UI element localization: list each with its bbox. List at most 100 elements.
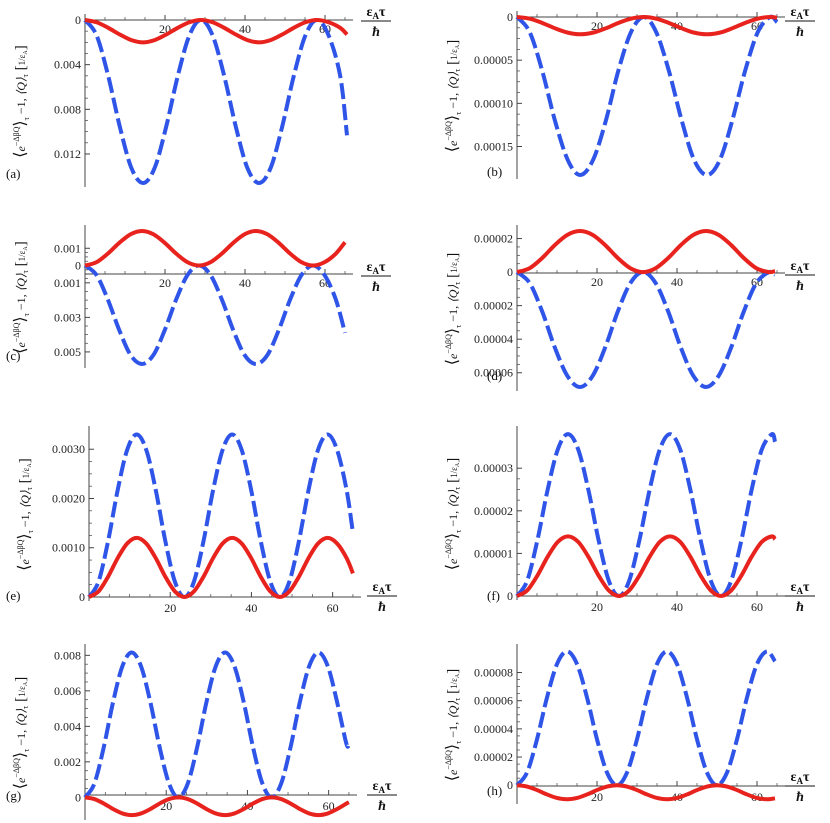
ylabel-bracket-l: [	[17, 478, 33, 487]
x-tick-label: 40	[245, 601, 257, 615]
ylabel-tau-sub: τ	[22, 312, 31, 316]
ylabel-bracket-close: ⟩	[12, 316, 29, 322]
y-tick-label: 0.00002	[474, 299, 513, 313]
ylabel-q-sub: τ	[453, 68, 462, 72]
ylabel-exponent: −ΔβQ	[12, 126, 21, 146]
xlabel-subscript: A	[373, 266, 380, 276]
y-tick-label: 0.00001	[474, 546, 513, 560]
ylabel-bracket-open: ⟨	[444, 146, 461, 152]
y-axis-title: ⟨e−ΔβQ⟩τ −1, ⟨Q⟩τ [1/εA]	[12, 677, 31, 789]
xlabel-subscript: A	[797, 586, 804, 596]
series-line-red-solid	[516, 14, 778, 37]
y-tick-label: 0.001	[54, 241, 81, 255]
xlabel-subscript: A	[797, 265, 804, 275]
xlabel-tau: τ	[803, 770, 810, 785]
ylabel-minus-one: −1,	[14, 95, 28, 117]
y-axis-title-text: ⟨e−ΔβQ⟩τ −1, ⟨Q⟩τ [1/εA]	[12, 677, 31, 789]
ylabel-e: e	[446, 353, 460, 359]
y-tick-label: 0.00002	[474, 750, 513, 764]
y-tick-label: 0.00008	[474, 666, 513, 680]
y-tick-label: 0.004	[54, 719, 81, 733]
ylabel-tau-sub: τ	[26, 529, 35, 533]
ylabel-unit: 1/ε	[17, 250, 27, 261]
ylabel-bracket-l: [	[445, 60, 461, 69]
ylabel-bracket-l: [	[13, 261, 29, 270]
ylabel-q-avg: ⟨Q⟩	[446, 285, 460, 303]
y-tick-label: 0	[75, 13, 81, 27]
ylabel-q-sub: τ	[21, 73, 30, 77]
ylabel-unit: 1/ε	[17, 54, 27, 65]
panel-label: (e)	[6, 588, 20, 603]
ylabel-e: e	[446, 769, 460, 775]
ylabel-unit-sub: A	[455, 462, 461, 467]
y-tick-label: 0.005	[54, 345, 81, 359]
xlabel-epsilon: ε	[791, 580, 797, 595]
x-axis-title-numerator: εAτ	[791, 5, 810, 21]
y-tick-label: 0	[79, 590, 85, 604]
y-axis-title: ⟨e−ΔβQ⟩τ −1, ⟨Q⟩τ [1/εA]	[12, 45, 31, 157]
ylabel-bracket-r: ]	[445, 669, 461, 674]
series-line-red-solid	[84, 795, 350, 818]
xlabel-tau: τ	[379, 5, 386, 20]
x-tick-label: 40	[239, 22, 251, 36]
ylabel-bracket-r: ]	[445, 253, 461, 258]
xlabel-tau: τ	[803, 580, 810, 595]
ylabel-bracket-open: ⟨	[12, 347, 29, 353]
series-line-red-solid	[516, 229, 776, 275]
ylabel-q-sub: τ	[21, 269, 30, 273]
x-tick-label: 20	[164, 601, 176, 615]
ylabel-bracket-open: ⟨	[444, 775, 461, 781]
xlabel-epsilon: ε	[373, 580, 379, 595]
y-axis-title-text: ⟨e−ΔβQ⟩τ −1, ⟨Q⟩τ [1/εA]	[444, 40, 463, 152]
series-line-red-solid	[87, 535, 355, 599]
panel-label: (b)	[487, 164, 502, 179]
xlabel-subscript: A	[379, 586, 386, 596]
ylabel-e: e	[14, 777, 28, 783]
x-axis-title-numerator: εAτ	[367, 260, 386, 276]
ylabel-bracket-l: [	[13, 65, 29, 74]
x-axis-title-numerator: εAτ	[373, 779, 392, 795]
y-tick-label: 0.0010	[52, 541, 85, 555]
xlabel-subscript: A	[797, 11, 804, 21]
ylabel-bracket-l: [	[13, 697, 29, 706]
ylabel-q-avg: ⟨Q⟩	[14, 709, 28, 727]
x-axis-title-numerator: εAτ	[791, 259, 810, 275]
ylabel-bracket-close: ⟩	[16, 533, 33, 539]
xlabel-tau: τ	[379, 260, 386, 275]
y-tick-label: 0.006	[54, 684, 81, 698]
panel-label: (a)	[6, 166, 20, 181]
ylabel-unit-sub: A	[455, 673, 461, 678]
ylabel-bracket-close: ⟩	[444, 328, 461, 334]
series-line-blue-dashed	[515, 269, 777, 389]
ylabel-unit-sub: A	[23, 246, 29, 251]
y-tick-label: 0	[75, 790, 81, 804]
ylabel-minus-one: −1,	[14, 291, 28, 313]
ylabel-bracket-r: ]	[17, 458, 33, 463]
y-tick-label: 0.00010	[474, 96, 513, 110]
ylabel-tau-sub: τ	[22, 748, 31, 752]
ylabel-e: e	[14, 145, 28, 151]
ylabel-exponent: −ΔβQ	[12, 322, 21, 342]
y-axis-title-text: ⟨e−ΔβQ⟩τ −1, ⟨Q⟩τ [1/εA]	[12, 45, 31, 157]
x-tick-label: 60	[323, 799, 335, 813]
ylabel-bracket-open: ⟨	[444, 564, 461, 570]
ylabel-q-avg: ⟨Q⟩	[446, 72, 460, 90]
y-axis-title-text: ⟨e−ΔβQ⟩τ −1, ⟨Q⟩τ [1/εA]	[444, 458, 463, 570]
ylabel-q-avg: ⟨Q⟩	[14, 273, 28, 291]
y-tick-label: 0.004	[54, 58, 81, 72]
xlabel-epsilon: ε	[791, 259, 797, 274]
ylabel-bracket-r: ]	[13, 241, 29, 246]
panel-label: (f)	[487, 588, 500, 603]
xlabel-epsilon: ε	[367, 5, 373, 20]
ylabel-bracket-open: ⟨	[16, 564, 33, 570]
y-axis-title: ⟨e−ΔβQ⟩τ −1, ⟨Q⟩τ [1/εA]	[444, 40, 463, 152]
xlabel-tau: τ	[803, 259, 810, 274]
x-tick-label: 60	[327, 601, 339, 615]
